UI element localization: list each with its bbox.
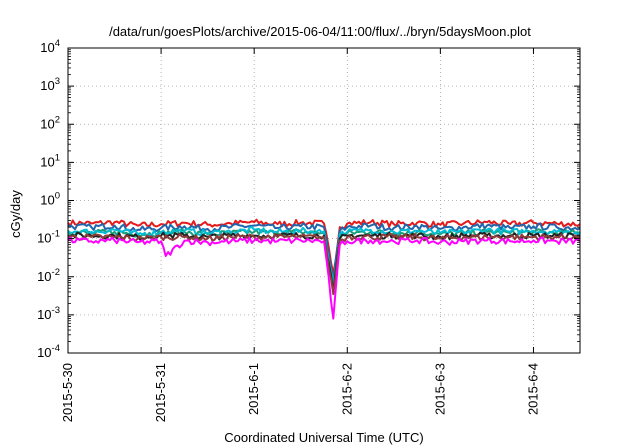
chart-title: /data/run/goesPlots/archive/2015-06-04/1… bbox=[109, 24, 531, 39]
series-line-2 bbox=[67, 222, 581, 282]
y-tick-label: 10-2 bbox=[37, 267, 60, 284]
x-tick-label: 2015-6-3 bbox=[432, 363, 447, 415]
series-line-1 bbox=[67, 218, 581, 275]
y-tick-label: 102 bbox=[40, 114, 60, 131]
x-axis: 2015-5-30 2015-5-31 2015-6-1 2015-6-2 2015-6… bbox=[60, 48, 540, 422]
x-tick-label: 2015-6-1 bbox=[246, 363, 261, 415]
x-axis-label: Coordinated Universal Time (UTC) bbox=[224, 430, 423, 445]
series-line-4 bbox=[67, 226, 581, 287]
grid-lines bbox=[68, 48, 580, 353]
x-tick-label: 2015-5-30 bbox=[60, 363, 75, 422]
y-tick-label: 10-4 bbox=[37, 343, 60, 360]
y-tick-label: 10-3 bbox=[37, 305, 60, 322]
y-tick-label: 100 bbox=[40, 191, 60, 208]
series-layer bbox=[67, 218, 581, 320]
series-line-7 bbox=[67, 236, 581, 320]
y-tick-label: 104 bbox=[40, 38, 60, 55]
x-tick-label: 2015-5-31 bbox=[153, 363, 168, 422]
y-axis: 10-4 10-3 10-2 10-1 100 101 102 103 104 bbox=[37, 38, 580, 360]
x-tick-label: 2015-6-4 bbox=[525, 363, 540, 415]
y-tick-label: 10-1 bbox=[37, 229, 60, 246]
series-line-6 bbox=[67, 233, 581, 296]
y-tick-label: 101 bbox=[40, 152, 60, 169]
y-axis-label: cGy/day bbox=[8, 190, 23, 238]
y-tick-label: 103 bbox=[40, 76, 60, 93]
x-tick-label: 2015-6-2 bbox=[339, 363, 354, 415]
